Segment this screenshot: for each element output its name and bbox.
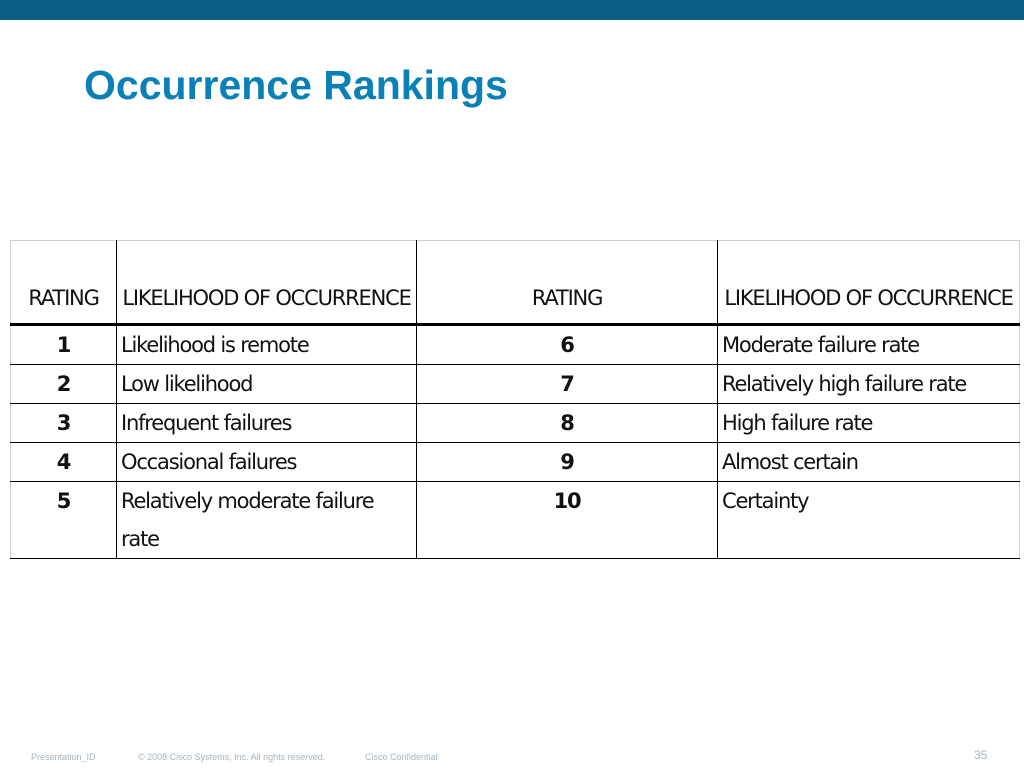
rankings-table: RATING LIKELIHOOD OF OCCURRENCE RATING LIKE… [10, 240, 1020, 559]
column-header: RATING [10, 240, 117, 326]
header-row: RATING LIKELIHOOD OF OCCURRENCE RATING LIKE… [10, 240, 1020, 326]
slide-title: Occurrence Rankings [84, 62, 508, 108]
likelihood-cell: Certainty [717, 481, 1020, 559]
rating-cell: 3 [10, 403, 117, 443]
page-number: 35 [974, 748, 988, 762]
table-row: 3 Infrequent failures 8 High failure rate [10, 403, 1020, 443]
likelihood-cell: Low likelihood [116, 364, 417, 404]
likelihood-cell: Relatively high failure rate [717, 364, 1020, 404]
column-header: RATING [416, 240, 718, 326]
rating-cell: 6 [416, 324, 718, 365]
table-row: 4 Occasional failures 9 Almost certain [10, 442, 1020, 482]
table-body: 1 Likelihood is remote 6 Moderate failure r… [10, 324, 1020, 559]
table-row: 2 Low likelihood 7 Relatively high failure … [10, 364, 1020, 404]
likelihood-cell: Almost certain [717, 442, 1020, 482]
likelihood-cell: Occasional failures [116, 442, 417, 482]
column-header: LIKELIHOOD OF OCCURRENCE [717, 240, 1020, 326]
footer-copyright: © 2008 Cisco Systems, Inc. All rights re… [138, 752, 326, 762]
likelihood-cell: Infrequent failures [116, 403, 417, 443]
rating-cell: 8 [416, 403, 718, 443]
rating-cell: 10 [416, 481, 718, 559]
footer-id: Presentation_ID [31, 752, 96, 762]
rating-cell: 2 [10, 364, 117, 404]
rating-cell: 9 [416, 442, 718, 482]
footer-confidential: Cisco Confidential [365, 752, 438, 762]
table-row: 1 Likelihood is remote 6 Moderate failure r… [10, 324, 1020, 365]
rating-cell: 7 [416, 364, 718, 404]
likelihood-cell: Relatively moderate failure rate [116, 481, 417, 559]
rating-cell: 4 [10, 442, 117, 482]
table-row: 5 Relatively moderate failure rate 10 Certa… [10, 481, 1020, 559]
likelihood-cell: Likelihood is remote [116, 324, 417, 365]
column-header: LIKELIHOOD OF OCCURRENCE [116, 240, 417, 326]
rating-cell: 1 [10, 324, 117, 365]
top-bar [0, 0, 1024, 20]
likelihood-cell: Moderate failure rate [717, 324, 1020, 365]
likelihood-cell: High failure rate [717, 403, 1020, 443]
rating-cell: 5 [10, 481, 117, 559]
